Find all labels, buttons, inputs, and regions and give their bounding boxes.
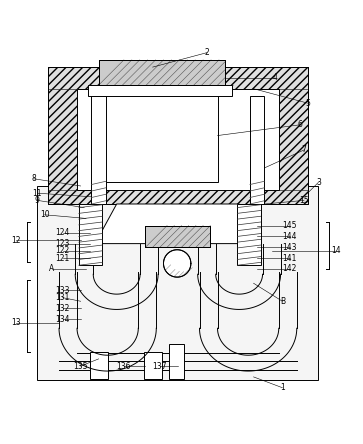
Text: 141: 141 bbox=[282, 254, 297, 262]
Text: 133: 133 bbox=[56, 286, 70, 295]
Text: 142: 142 bbox=[282, 264, 297, 274]
Text: A: A bbox=[49, 264, 54, 274]
Text: 143: 143 bbox=[282, 243, 297, 252]
Text: 9: 9 bbox=[35, 196, 40, 205]
Text: 4: 4 bbox=[273, 73, 278, 83]
Bar bbox=[102, 92, 217, 182]
Bar bbox=[146, 226, 210, 247]
Text: 15: 15 bbox=[299, 196, 309, 205]
Text: 137: 137 bbox=[152, 361, 167, 371]
Text: 132: 132 bbox=[56, 304, 70, 313]
Text: 8: 8 bbox=[32, 174, 36, 183]
Text: 10: 10 bbox=[40, 210, 49, 219]
Bar bbox=[144, 352, 162, 379]
Bar bbox=[91, 96, 106, 204]
Text: 6: 6 bbox=[298, 120, 303, 129]
Text: 1: 1 bbox=[280, 383, 285, 392]
Text: 14: 14 bbox=[331, 246, 341, 255]
Bar bbox=[279, 67, 307, 204]
Bar bbox=[146, 226, 210, 247]
Bar bbox=[48, 67, 307, 204]
Text: 144: 144 bbox=[282, 232, 297, 241]
Text: 136: 136 bbox=[117, 361, 131, 371]
Text: 145: 145 bbox=[282, 221, 297, 230]
Text: 124: 124 bbox=[56, 228, 70, 237]
Bar bbox=[48, 67, 307, 89]
Bar bbox=[250, 96, 264, 204]
Bar bbox=[169, 345, 184, 379]
Text: 3: 3 bbox=[316, 178, 321, 187]
Bar bbox=[99, 60, 225, 85]
Text: 11: 11 bbox=[33, 189, 42, 198]
Bar bbox=[48, 67, 77, 204]
Bar bbox=[37, 186, 318, 381]
Text: 123: 123 bbox=[56, 239, 70, 248]
Polygon shape bbox=[95, 204, 261, 244]
Polygon shape bbox=[163, 250, 191, 277]
Bar bbox=[79, 204, 102, 265]
Text: 2: 2 bbox=[204, 48, 209, 57]
Text: 5: 5 bbox=[305, 99, 310, 107]
Bar bbox=[237, 204, 261, 265]
Bar bbox=[77, 89, 279, 190]
Bar bbox=[99, 60, 225, 85]
Text: 7: 7 bbox=[302, 146, 306, 155]
Text: 12: 12 bbox=[11, 235, 21, 245]
Text: 13: 13 bbox=[11, 318, 21, 327]
Text: 135: 135 bbox=[73, 361, 88, 371]
Bar bbox=[48, 190, 307, 204]
Text: 134: 134 bbox=[56, 315, 70, 324]
Bar bbox=[90, 352, 108, 379]
Bar bbox=[88, 85, 232, 96]
Text: 122: 122 bbox=[56, 246, 70, 255]
Text: 121: 121 bbox=[56, 254, 70, 262]
Text: B: B bbox=[280, 297, 285, 306]
Text: 131: 131 bbox=[56, 293, 70, 302]
